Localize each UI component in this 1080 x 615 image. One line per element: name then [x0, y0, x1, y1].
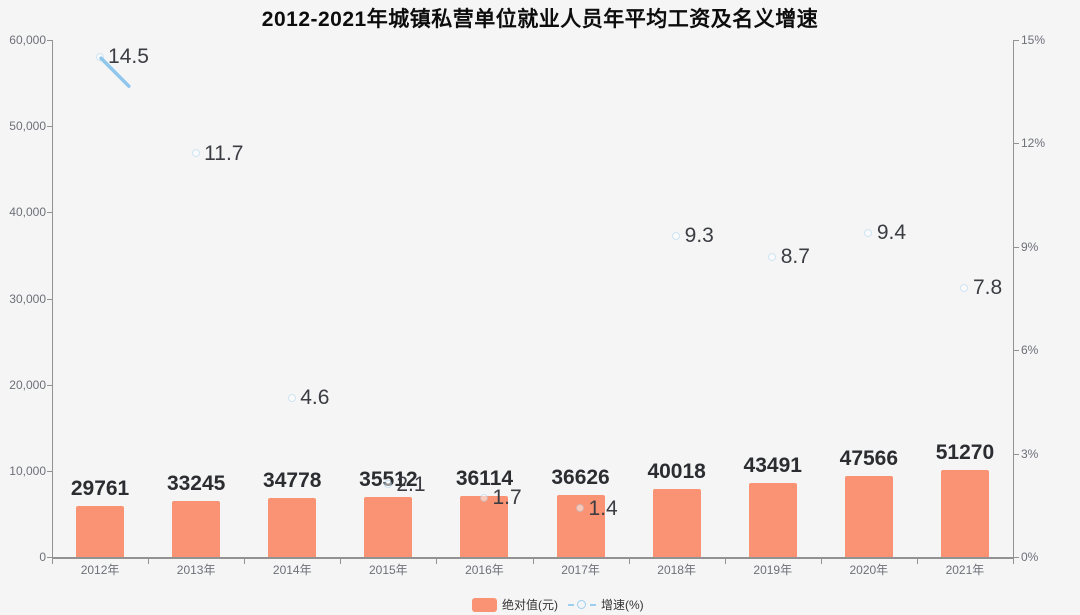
- growth-value-label: 8.7: [780, 245, 810, 269]
- bar-value-label: 51270: [935, 441, 995, 464]
- bar-value-label: 34778: [263, 468, 322, 492]
- bar-value-label: 36114: [455, 466, 514, 490]
- x-axis-tick: [820, 558, 822, 564]
- y-axis-right-tick: [1014, 557, 1019, 558]
- y-axis-right-line: [1013, 40, 1014, 557]
- growth-value-label: 1.7: [492, 486, 522, 510]
- x-axis-category-label: 2016年: [465, 563, 504, 577]
- x-axis-category-label: 2018年: [657, 563, 696, 577]
- bar: [268, 497, 317, 557]
- y-axis-left-label: 50,000: [9, 119, 46, 134]
- growth-value-label: 1.4: [588, 496, 618, 520]
- bar: [364, 496, 413, 557]
- y-axis-right-tick: [1014, 40, 1019, 41]
- bar: [844, 476, 893, 557]
- y-axis-left-tick: [47, 126, 52, 128]
- growth-point-marker: [864, 228, 873, 237]
- x-axis-category-label: 2014年: [272, 563, 312, 577]
- y-axis-right-label: 6%: [1021, 343, 1039, 358]
- bar-value-label: 47566: [839, 447, 899, 471]
- x-axis-category-label: 2012年: [80, 563, 120, 577]
- x-axis-category-label: 2015年: [368, 563, 408, 577]
- bar: [748, 483, 797, 557]
- y-axis-right-label: 0%: [1021, 550, 1039, 564]
- y-axis-left-label: 0: [39, 550, 46, 564]
- x-axis-tick: [1013, 558, 1014, 564]
- growth-point-marker: [95, 52, 104, 61]
- y-axis-right-label: 9%: [1021, 239, 1039, 254]
- y-axis-left-label: 30,000: [9, 291, 46, 306]
- growth-point-marker: [768, 252, 777, 261]
- bar-value-label: 40018: [647, 460, 706, 484]
- x-axis-tick: [148, 558, 150, 564]
- growth-point-marker: [479, 493, 488, 502]
- line-series-marker-icon: [568, 599, 596, 611]
- growth-point-marker: [672, 231, 681, 240]
- y-axis-left-label: 60,000: [9, 33, 46, 47]
- growth-point-marker: [576, 504, 585, 513]
- x-axis-category-label: 2019年: [753, 563, 793, 577]
- bar-value-label: 36626: [551, 465, 610, 489]
- bar: [172, 500, 221, 557]
- growth-point-marker: [383, 480, 392, 489]
- growth-value-label: 14.5: [108, 45, 149, 69]
- legend-item-bar[interactable]: 绝对值(元): [472, 596, 558, 613]
- y-axis-right-label: 15%: [1021, 33, 1046, 47]
- growth-value-label: 9.3: [684, 224, 714, 248]
- x-axis-category-label: 2021年: [945, 563, 985, 577]
- growth-value-label: 4.6: [300, 386, 330, 410]
- chart-title: 2012-2021年城镇私营单位就业人员年平均工资及名义增速: [261, 8, 819, 31]
- x-axis-tick: [724, 558, 726, 564]
- y-axis-right-label: 12%: [1021, 136, 1046, 151]
- y-axis-right-tick: [1014, 246, 1019, 248]
- growth-point-marker: [191, 149, 200, 158]
- legend-line-label: 增速(%): [601, 598, 644, 612]
- x-axis-category-label: 2017年: [561, 563, 600, 577]
- y-axis-left-label: 40,000: [9, 205, 46, 220]
- x-axis-category-label: 2020年: [849, 563, 889, 577]
- bar: [940, 470, 989, 557]
- y-axis-left-tick: [47, 470, 52, 472]
- x-axis-tick: [628, 558, 630, 564]
- x-axis-tick: [52, 558, 53, 564]
- y-axis-left-line: [52, 40, 53, 557]
- y-axis-left-tick: [47, 212, 52, 214]
- bar-value-label: 29761: [70, 477, 130, 501]
- bar-value-label: 43491: [743, 454, 802, 478]
- bar-value-label: 35512: [333, 467, 443, 493]
- x-axis-tick: [916, 558, 918, 564]
- x-axis-tick: [244, 558, 246, 564]
- y-axis-right-tick: [1014, 143, 1019, 145]
- y-axis-right-tick: [1014, 350, 1019, 352]
- x-axis-line: [52, 557, 1014, 559]
- bar: [76, 506, 125, 557]
- bar: [460, 495, 509, 557]
- x-axis-tick: [436, 558, 438, 564]
- y-axis-left-label: 20,000: [9, 377, 46, 392]
- y-axis-right-tick: [1014, 453, 1019, 455]
- y-axis-left-label: 10,000: [9, 463, 46, 478]
- bar-series-swatch-icon: [472, 597, 497, 612]
- x-axis-tick: [340, 558, 342, 564]
- y-axis-left-tick: [47, 384, 52, 386]
- legend-item-line[interactable]: 增速(%): [568, 596, 644, 613]
- growth-value-label: 11.7: [204, 141, 244, 165]
- bar-value-label: 33245: [166, 471, 226, 495]
- x-axis-tick: [532, 558, 534, 564]
- legend-bar-label: 绝对值(元): [502, 598, 558, 612]
- growth-value-label: 2.1: [396, 472, 426, 496]
- growth-value-label: 7.8: [972, 276, 1003, 300]
- growth-point-marker: [960, 283, 969, 292]
- bar: [652, 489, 701, 557]
- y-axis-right-label: 3%: [1021, 446, 1039, 461]
- y-axis-left-tick: [47, 298, 52, 300]
- legend: 绝对值(元) 增速(%): [472, 596, 644, 613]
- x-axis-category-label: 2013年: [176, 563, 216, 577]
- y-axis-left-tick: [47, 557, 52, 558]
- y-axis-left-tick: [47, 40, 52, 41]
- growth-point-marker: [287, 393, 296, 402]
- growth-value-label: 9.4: [876, 221, 907, 244]
